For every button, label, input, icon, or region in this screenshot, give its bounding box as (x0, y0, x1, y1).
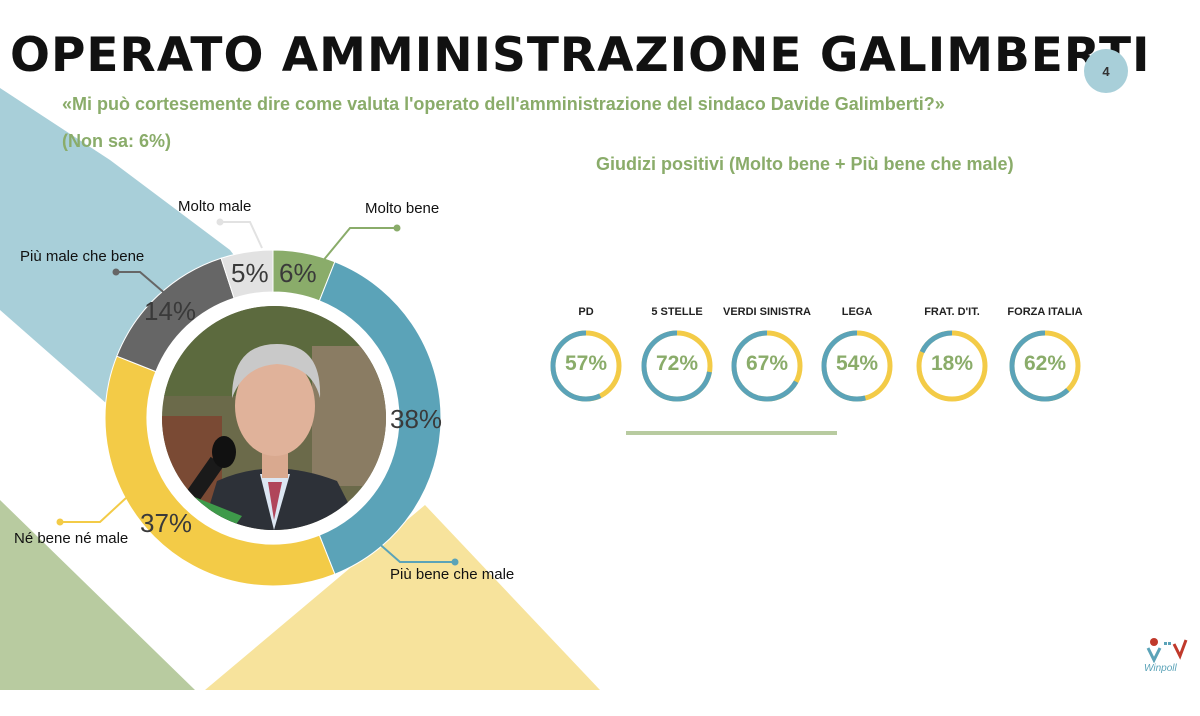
party-pct-forza-italia: 62% (1023, 352, 1067, 375)
label-piu-bene-che-male: Più bene che male (390, 566, 515, 583)
leader-molto-bene (321, 227, 397, 263)
green-triangle (0, 500, 195, 690)
portrait-illustration (162, 306, 386, 530)
party-name-pd: PD (578, 306, 594, 318)
party-pct-frat-ditalia: 18% (930, 352, 974, 375)
party-pct-5-stelle: 72% (655, 352, 699, 375)
pct-piu-bene-che-male: 38% (390, 404, 443, 434)
leader-piu-male-che-bene (116, 271, 176, 303)
party-pct-pd: 57% (564, 352, 608, 375)
non-sa-note: (Non sa: 6%) (62, 131, 172, 151)
party-name-lega: LEGA (841, 306, 873, 318)
label-piu-male-che-bene: Più male che bene (20, 248, 145, 265)
pct-molto-bene: 6% (279, 258, 317, 288)
party-name-5-stelle: 5 STELLE (651, 306, 703, 318)
party-pct-verdi-sinistra: 67% (745, 352, 789, 375)
logo-wordmark: Winpoll (1144, 663, 1177, 674)
pct-molto-male: 5% (231, 258, 269, 288)
label-molto-bene: Molto bene (365, 200, 440, 217)
winpoll-logo: Winpoll (1140, 634, 1196, 674)
party-name-forza-italia: FORZA ITALIA (1007, 306, 1083, 318)
pct-piu-male-che-bene: 14% (144, 296, 197, 326)
leader-molto-male-dot (216, 218, 224, 226)
leader-molto-bene-dot (393, 224, 401, 232)
leader-ne-bene-ne-male (60, 497, 127, 523)
survey-question: «Mi può cortesemente dire come valuta l'… (62, 94, 945, 114)
party-pct-lega: 54% (835, 352, 879, 375)
leader-piu-bene-che-male-dot (451, 558, 459, 566)
winpoll-logo-mark: Winpoll (1144, 638, 1188, 674)
label-molto-male: Molto male (178, 198, 252, 215)
leader-ne-bene-ne-male-dot (56, 518, 64, 526)
page-title: OPERATO AMMINISTRAZIONE GALIMBERTI (10, 28, 1151, 83)
leader-molto-male (220, 221, 263, 249)
party-name-verdi-sinistra: VERDI SINISTRA (722, 306, 811, 318)
mayor-photo (162, 306, 386, 530)
positive-judgments-title: Giudizi positivi (Molto bene + Più bene … (596, 154, 1014, 174)
leader-piu-bene-che-male (374, 539, 455, 563)
yellow-triangle (205, 505, 600, 690)
pct-ne-bene-ne-male: 37% (140, 508, 193, 538)
label-ne-bene-ne-male: Né bene né male (14, 530, 129, 547)
page-number-badge: 4 (1084, 49, 1128, 93)
party-name-frat-ditalia: FRAT. D'IT. (924, 306, 980, 318)
leader-piu-male-che-bene-dot (112, 268, 120, 276)
